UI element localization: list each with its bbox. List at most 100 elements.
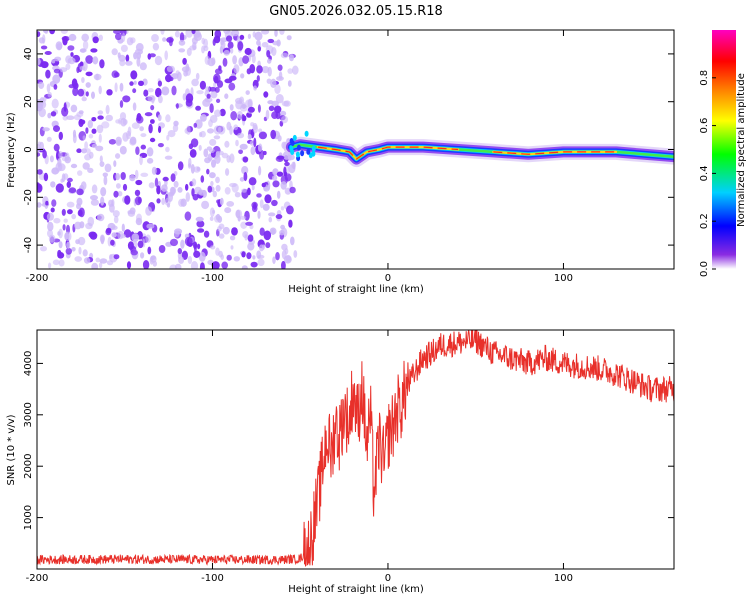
noise-speckle [199, 80, 206, 90]
noise-speckle [115, 153, 121, 159]
noise-speckle [56, 43, 63, 50]
noise-speckle [146, 147, 154, 157]
noise-speckle [113, 160, 117, 168]
noise-speckle [214, 86, 220, 93]
noise-speckle [148, 182, 155, 189]
noise-speckle [97, 110, 104, 115]
noise-speckle [245, 221, 254, 226]
noise-speckle [275, 94, 284, 104]
noise-speckle [247, 134, 252, 140]
noise-speckle [222, 57, 228, 67]
noise-speckle [251, 54, 256, 64]
noise-speckle [234, 192, 241, 198]
noise-speckle [210, 91, 218, 99]
noise-speckle [157, 80, 162, 87]
noise-speckle [90, 199, 99, 206]
noise-speckle [120, 44, 128, 53]
noise-speckle [99, 161, 105, 168]
noise-speckle [271, 199, 278, 207]
noise-speckle [135, 48, 143, 55]
noise-speckle [61, 156, 68, 162]
noise-speckle [274, 84, 281, 95]
noise-speckle [62, 224, 66, 231]
noise-speckle [91, 184, 98, 194]
x-tick-label: 100 [554, 573, 573, 584]
y-tick-label: 3000 [23, 402, 34, 427]
noise-speckle [58, 228, 63, 239]
noise-speckle [195, 105, 202, 111]
noise-speckle [149, 53, 156, 58]
noise-speckle [143, 89, 149, 97]
noise-speckle [191, 78, 199, 87]
noise-speckle [91, 262, 99, 269]
noise-speckle [88, 133, 94, 139]
noise-speckle [52, 259, 60, 266]
noise-speckle [111, 232, 117, 238]
noise-speckle [179, 32, 185, 42]
noise-speckle [225, 168, 230, 176]
colorbar-label: Normalized spectral amplitude [736, 73, 747, 227]
noise-speckle [87, 120, 94, 129]
noise-speckle [71, 213, 77, 220]
noise-speckle [250, 122, 255, 127]
noise-speckle [226, 254, 232, 261]
noise-speckle [59, 67, 68, 73]
noise-speckle [140, 144, 146, 150]
noise-speckle [112, 210, 120, 218]
noise-speckle [131, 233, 140, 242]
noise-speckle [105, 114, 113, 122]
noise-speckle [58, 241, 63, 249]
noise-speckle [146, 157, 154, 164]
noise-speckle [199, 262, 205, 269]
noise-speckle [68, 33, 77, 42]
noise-speckle [198, 189, 207, 196]
noise-speckle [280, 115, 289, 124]
noise-speckle [293, 250, 298, 258]
noise-speckle [97, 213, 105, 222]
noise-speckle [245, 90, 250, 95]
noise-speckle [203, 230, 210, 238]
noise-speckle [84, 141, 88, 151]
noise-speckle [175, 103, 179, 109]
spectrogram-y-label: Frequency (Hz) [6, 112, 17, 188]
noise-speckle [47, 221, 54, 232]
noise-speckle [140, 133, 147, 138]
noise-speckle [95, 145, 104, 152]
y-tick-label: -40 [23, 237, 34, 253]
noise-speckle [133, 80, 137, 85]
noise-speckle [280, 52, 289, 59]
noise-speckle [268, 105, 275, 112]
noise-speckle [272, 175, 278, 181]
noise-speckle [214, 68, 223, 75]
noise-speckle [105, 104, 110, 115]
noise-speckle [195, 119, 203, 129]
noise-speckle [263, 91, 269, 98]
noise-speckle [66, 241, 71, 249]
noise-speckle [224, 93, 229, 99]
noise-speckle [164, 50, 168, 61]
noise-speckle [144, 112, 153, 117]
noise-speckle [135, 179, 143, 186]
noise-speckle [207, 185, 213, 193]
noise-speckle [76, 66, 80, 74]
noise-speckle [190, 138, 199, 148]
noise-speckle [228, 82, 236, 91]
noise-speckle [90, 195, 98, 201]
noise-speckle [264, 194, 272, 204]
noise-speckle [98, 133, 102, 143]
noise-speckle [156, 185, 161, 195]
noise-speckle [159, 226, 163, 233]
noise-speckle [208, 148, 215, 153]
noise-speckle [189, 45, 197, 51]
noise-speckle [42, 96, 47, 102]
noise-speckle [161, 184, 168, 192]
noise-speckle [189, 149, 197, 158]
noise-speckle [224, 140, 230, 148]
ridge-blob [300, 150, 305, 157]
noise-speckle [37, 152, 41, 157]
noise-speckle [257, 104, 261, 113]
noise-speckle [116, 183, 121, 189]
noise-speckle [233, 64, 240, 74]
noise-speckle [181, 250, 188, 260]
